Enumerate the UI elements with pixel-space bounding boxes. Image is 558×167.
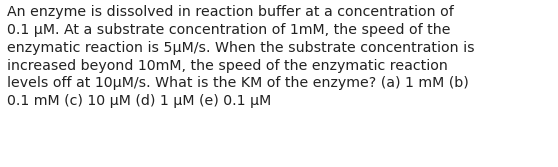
Text: An enzyme is dissolved in reaction buffer at a concentration of
0.1 μM. At a sub: An enzyme is dissolved in reaction buffe…	[7, 5, 475, 108]
